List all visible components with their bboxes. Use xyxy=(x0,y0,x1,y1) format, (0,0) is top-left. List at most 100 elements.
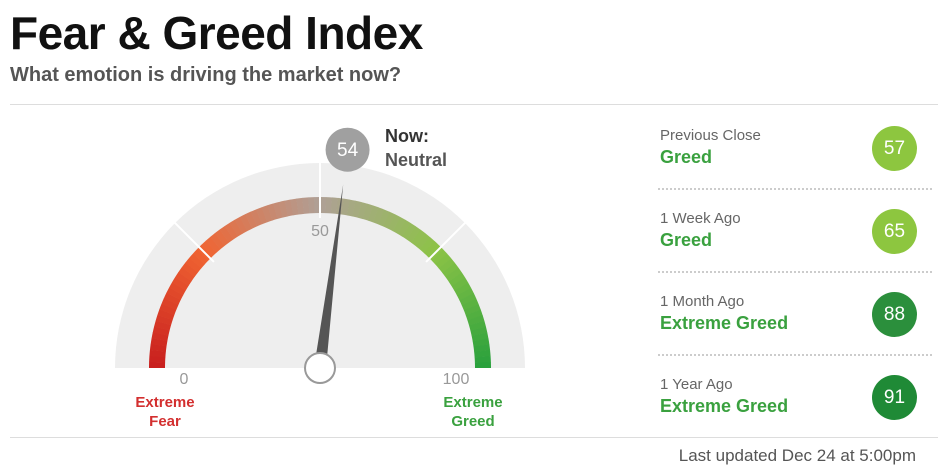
gauge-arc xyxy=(185,257,202,273)
gauge-arc xyxy=(178,267,195,282)
gauge-arc xyxy=(406,226,421,243)
gauge-arc xyxy=(378,209,390,227)
gauge-arc xyxy=(314,197,321,214)
gauge-arc xyxy=(272,202,283,220)
gauge-arc xyxy=(159,303,177,315)
gauge-arc xyxy=(210,233,225,250)
gauge-arc xyxy=(325,197,333,214)
gauge-divider xyxy=(173,221,215,263)
title: Fear & Greed Index xyxy=(10,7,423,59)
gauge-arc xyxy=(267,203,278,221)
gauge-arc xyxy=(229,219,243,237)
gauge-arc xyxy=(157,309,175,321)
gauge-arc xyxy=(442,262,459,278)
gauge-arc xyxy=(411,229,426,247)
row-status: Extreme Greed xyxy=(660,396,789,416)
gauge-arc xyxy=(451,277,469,291)
gauge-arc xyxy=(149,343,167,352)
value-badge: 65 xyxy=(872,209,917,254)
gauge-arc xyxy=(465,309,483,321)
row-label: 1 Year Ago xyxy=(660,376,733,393)
gauge-arc xyxy=(392,217,406,234)
row-divider xyxy=(658,188,932,190)
gauge-arc xyxy=(330,197,339,214)
value-label: 54 xyxy=(337,140,359,161)
gauge-arc xyxy=(239,214,253,232)
gauge-arc xyxy=(448,272,466,287)
divider xyxy=(10,104,938,105)
tick-label: 50 xyxy=(311,223,329,240)
value-badge: 91 xyxy=(872,375,917,420)
gauge-arc xyxy=(373,207,385,225)
gauge-arc xyxy=(474,350,491,358)
gauge-arc xyxy=(320,197,327,214)
now-label: Now: xyxy=(385,126,429,146)
gauge-arc xyxy=(155,314,173,326)
row-status: Greed xyxy=(660,147,713,167)
gauge-arc xyxy=(397,219,411,237)
gauge-arc xyxy=(224,222,239,240)
gauge-arc xyxy=(383,211,396,229)
row-label: 1 Week Ago xyxy=(660,210,741,227)
gauge-arc xyxy=(346,199,356,217)
gauge-arc xyxy=(149,355,166,363)
gauge: 0 50 100 54 xyxy=(115,127,525,388)
tick-label: 0 xyxy=(180,371,189,388)
gauge-arc xyxy=(387,214,401,232)
gauge-arc xyxy=(473,344,491,353)
value-badge: 88 xyxy=(872,292,917,337)
gauge-arc xyxy=(166,287,184,301)
gauge-arc xyxy=(461,298,479,311)
gauge-arc xyxy=(149,349,166,358)
gauge-arc xyxy=(169,282,186,296)
gauge-arc xyxy=(357,202,368,220)
gauge-arc xyxy=(163,292,181,305)
gauge-arc xyxy=(205,236,221,253)
gauge-arc xyxy=(431,249,448,265)
gauge-arc xyxy=(402,222,416,240)
gauge-arc xyxy=(308,197,315,214)
gauge-arc xyxy=(245,211,258,229)
gauge-arc xyxy=(152,326,170,336)
now-status: Neutral xyxy=(385,150,448,170)
gauge-arc xyxy=(474,362,491,368)
gauge-arc xyxy=(362,203,374,221)
gauge-arc xyxy=(468,320,486,331)
gauge-arc xyxy=(467,315,485,326)
gauge-arc xyxy=(219,226,234,243)
gauge-arc xyxy=(181,262,199,277)
row-status: Greed xyxy=(660,230,713,250)
row-divider xyxy=(658,271,932,273)
gauge-arc xyxy=(419,237,435,253)
gauge-arc xyxy=(171,277,189,291)
gauge-arc xyxy=(438,258,455,273)
value-bubble xyxy=(325,127,370,172)
gauge-arc xyxy=(214,229,230,246)
gauge-arc xyxy=(435,253,452,269)
gauge-arc xyxy=(463,303,481,316)
gauge-arc xyxy=(151,332,169,342)
footer: Last updated Dec 24 at 5:00pm xyxy=(678,446,916,465)
gauge-divider xyxy=(425,221,467,263)
row-label: 1 Month Ago xyxy=(660,293,745,310)
tick-label: 100 xyxy=(443,371,470,388)
row-label: Previous Close xyxy=(660,127,761,144)
divider xyxy=(10,437,938,438)
row-status: Extreme Greed xyxy=(660,313,789,333)
row-divider xyxy=(658,354,932,356)
gauge-arc xyxy=(255,207,268,225)
subtitle: What emotion is driving the market now? xyxy=(10,64,402,86)
end-label: Extreme Greed xyxy=(443,394,503,430)
gauge-arc xyxy=(154,320,172,331)
gauge-arc xyxy=(234,216,248,234)
gauge-arc xyxy=(423,240,440,257)
gauge-arc xyxy=(454,282,472,296)
gauge-arc xyxy=(456,287,474,301)
gauge-arc xyxy=(367,205,379,223)
gauge-arc xyxy=(192,248,209,265)
gauge-arc xyxy=(459,293,477,306)
gauge-arc xyxy=(290,198,299,216)
gauge-arc xyxy=(161,298,179,310)
gauge-arc xyxy=(189,253,205,269)
